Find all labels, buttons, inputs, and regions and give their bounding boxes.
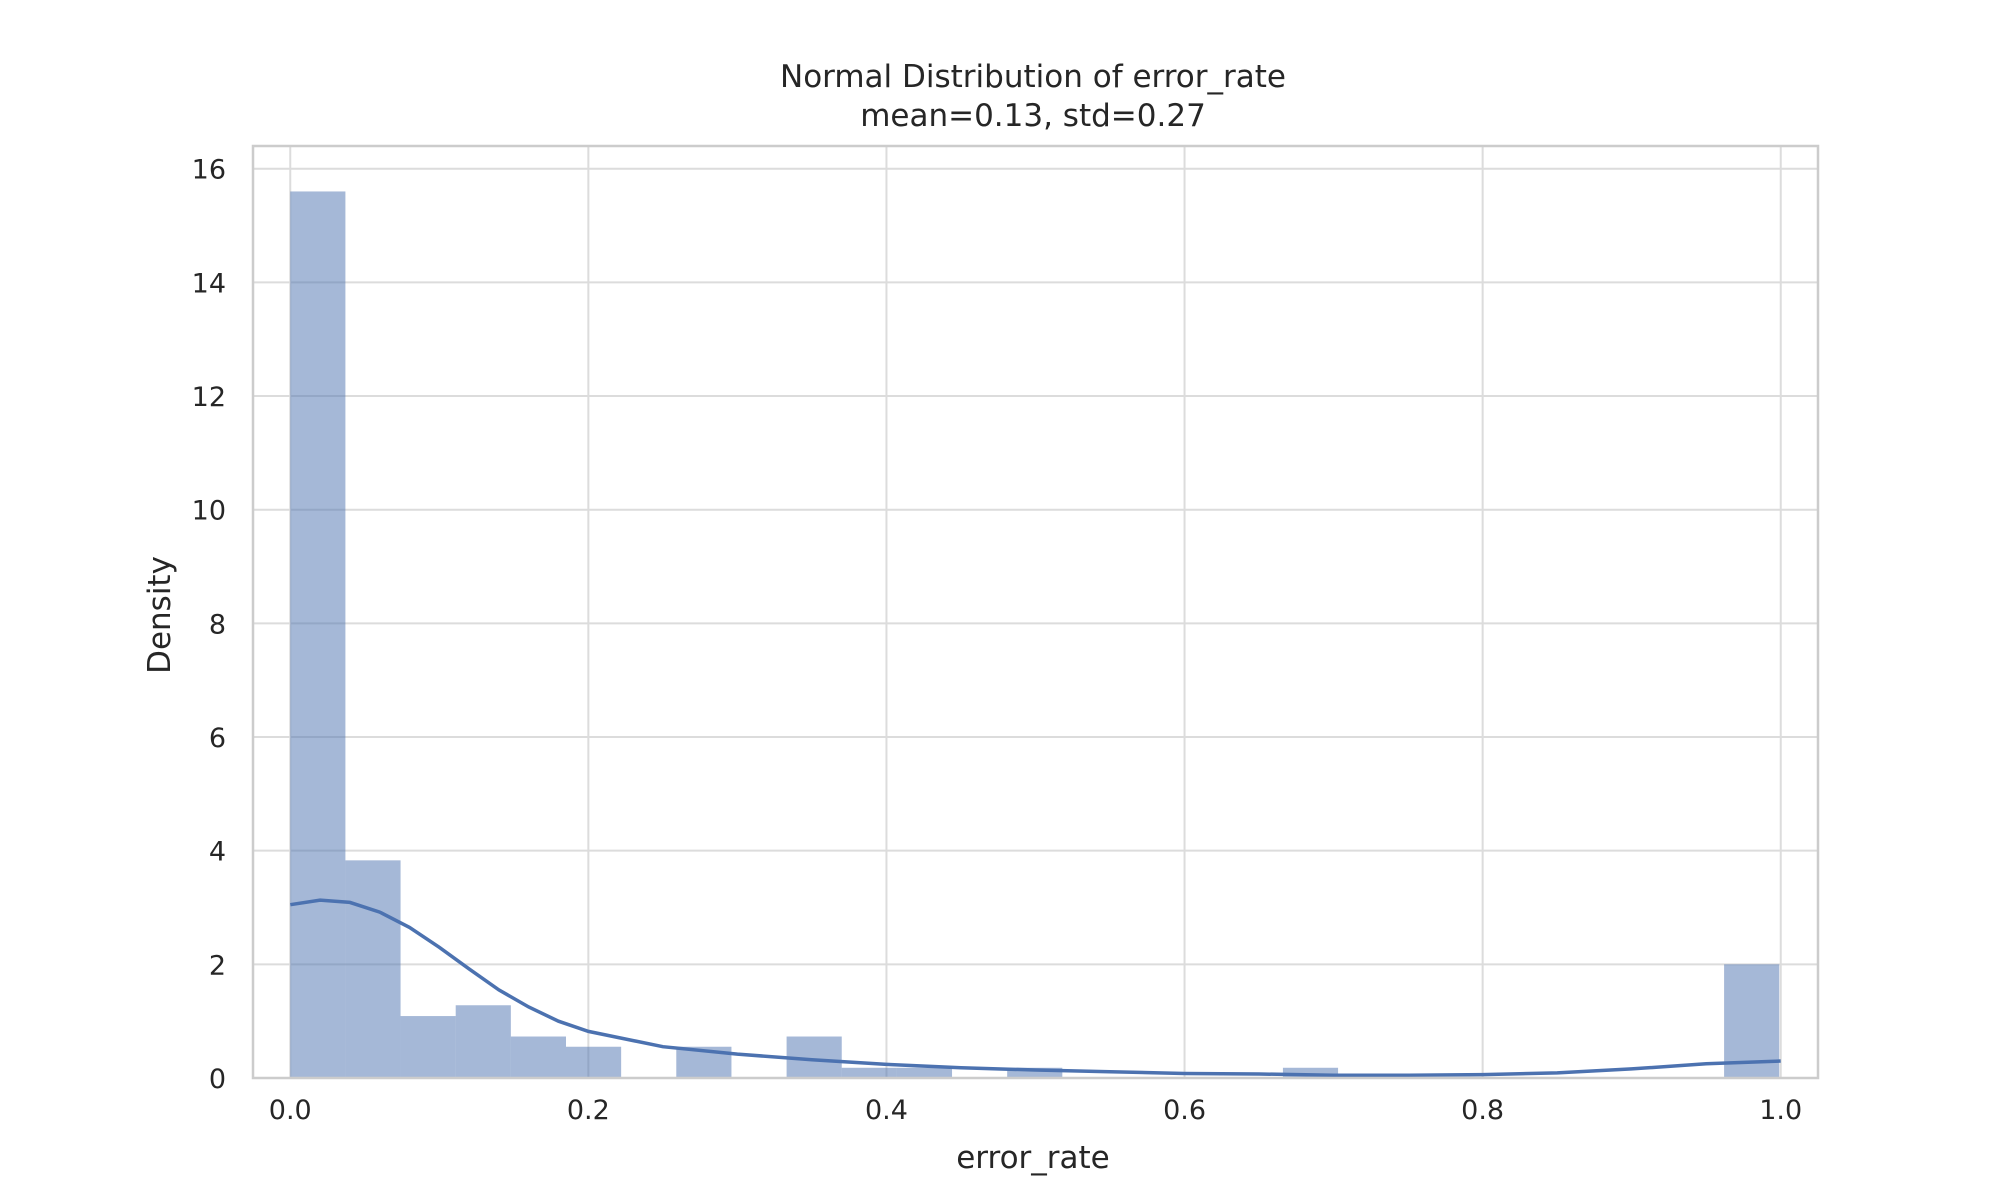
x-tick-label: 0.4 [865, 1095, 908, 1126]
x-tick-label: 1.0 [1759, 1095, 1802, 1126]
histogram-bar-0 [290, 191, 346, 1079]
chart-title: Normal Distribution of error_rate [780, 59, 1286, 95]
x-tick-label: 0.0 [269, 1095, 312, 1126]
histogram-bar-26 [1724, 964, 1780, 1078]
histogram-bar-10 [841, 1067, 897, 1078]
x-tick-label: 0.2 [567, 1095, 610, 1126]
x-axis-ticks: 0.0 0.2 0.4 0.6 0.8 1.0 [269, 1095, 1802, 1126]
y-tick-label: 8 [209, 609, 226, 640]
histogram-bar-3 [455, 1005, 511, 1078]
histogram-bars [290, 191, 1780, 1079]
histogram-bar-2 [400, 1016, 456, 1078]
y-tick-label: 2 [209, 950, 226, 981]
x-tick-label: 0.6 [1163, 1095, 1206, 1126]
y-tick-label: 6 [209, 723, 226, 754]
x-tick-label: 0.8 [1461, 1095, 1504, 1126]
x-axis-label: error_rate [956, 1140, 1110, 1176]
histogram-bar-5 [566, 1046, 622, 1078]
y-tick-label: 16 [192, 155, 226, 186]
chart-subtitle: mean=0.13, std=0.27 [860, 98, 1206, 134]
plot-frame [251, 144, 1820, 1080]
y-axis-label: Density [142, 556, 178, 674]
y-tick-label: 4 [209, 837, 226, 868]
y-tick-label: 0 [209, 1064, 226, 1095]
histogram-bar-1 [345, 860, 401, 1078]
histogram-bar-11 [896, 1067, 953, 1078]
histogram-bar-13 [1007, 1067, 1063, 1078]
y-tick-label: 14 [192, 268, 226, 299]
y-axis-ticks: 0 2 4 6 8 10 12 14 16 [192, 155, 226, 1095]
histogram-bar-4 [510, 1036, 566, 1078]
y-tick-label: 12 [192, 382, 226, 413]
grid-lines [253, 146, 1818, 1079]
histogram-bar-18 [1282, 1067, 1339, 1078]
kde-curve-line [290, 898, 1781, 1077]
y-tick-label: 10 [192, 496, 226, 527]
